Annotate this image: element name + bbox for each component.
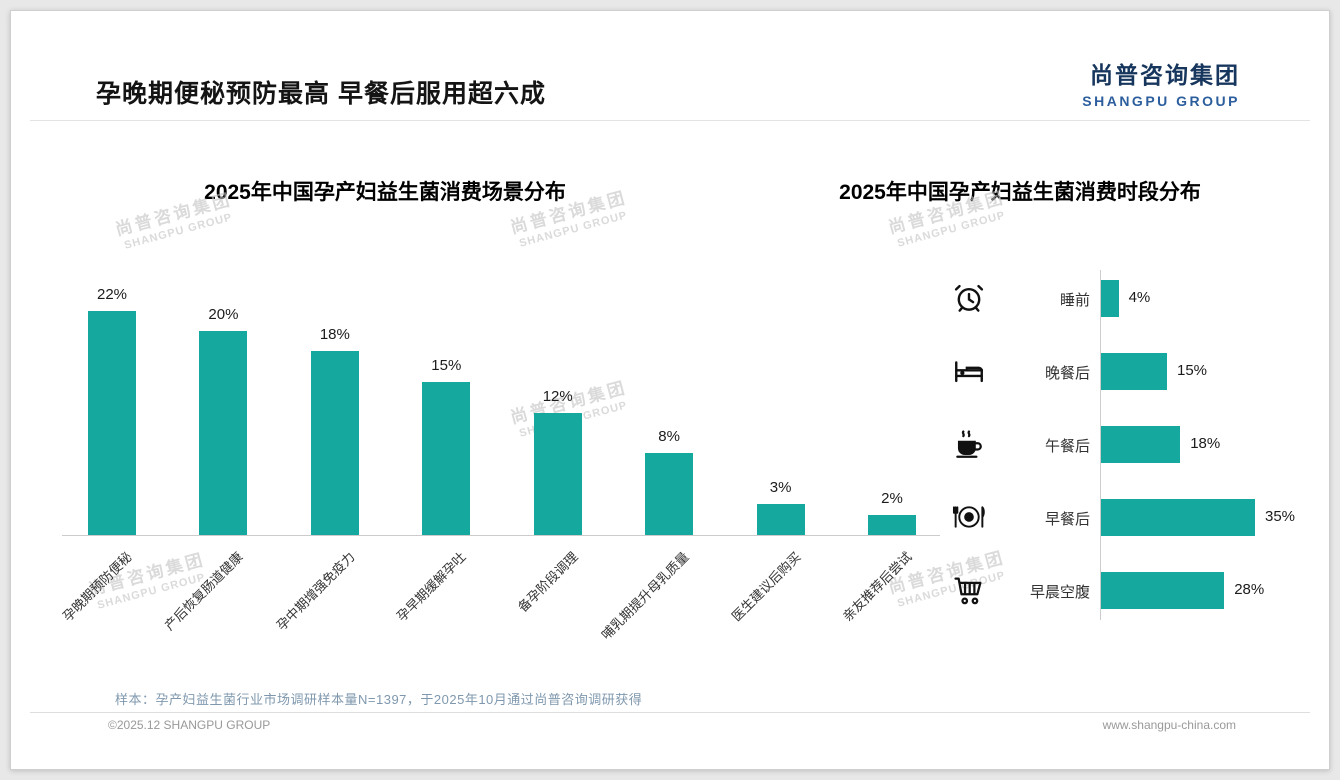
shopping-cart-icon: [952, 573, 986, 607]
scenario-bar-value: 18%: [319, 326, 350, 344]
time-label: 早晨空腹: [1029, 584, 1090, 601]
scenario-bar: [533, 412, 582, 535]
website-text: www.shangpu-china.com: [1102, 718, 1236, 732]
time-bar-value: 18%: [1190, 435, 1221, 452]
scenario-bar: [310, 351, 359, 535]
scenario-chart-baseline: [62, 535, 940, 536]
time-label: 睡前: [1059, 292, 1090, 309]
scenario-bar-value: 22%: [96, 285, 128, 303]
scenario-bar: [88, 310, 136, 535]
footer-divider: [30, 712, 1310, 713]
time-label: 早餐后: [1044, 511, 1090, 528]
time-bar-value: 15%: [1177, 362, 1208, 379]
time-bar: [1101, 498, 1255, 536]
company-logo: 尚普咨询集团 SHANGPU GROUP: [1082, 56, 1240, 109]
scenario-bar-value: 20%: [208, 306, 239, 323]
scenario-bar: [199, 331, 248, 535]
scenario-bar: [422, 382, 471, 535]
header-divider: [30, 120, 1310, 121]
scenario-bar: [756, 504, 805, 535]
logo-chinese-text: 尚普咨询集团: [1090, 62, 1240, 88]
logo-english-text: SHANGPU GROUP: [1082, 93, 1240, 109]
time-label: 晚餐后: [1044, 365, 1090, 382]
page-title: 孕晚期便秘预防最高 早餐后服用超六成: [96, 80, 546, 108]
scenario-bar: [645, 453, 694, 535]
time-chart-title: 2025年中国孕产妇益生菌消费时段分布: [839, 181, 1201, 204]
time-bar-value: 35%: [1265, 508, 1296, 525]
time-bar: [1101, 279, 1119, 317]
time-label: 午餐后: [1044, 438, 1090, 455]
dining-plate-icon: [952, 500, 986, 534]
time-bar: [1101, 571, 1225, 609]
scenario-bar-value: 12%: [542, 387, 573, 405]
scenario-bar-value: 3%: [769, 479, 792, 497]
scenario-chart-title: 2025年中国孕产妇益生菌消费场景分布: [204, 181, 566, 204]
scenario-bar-value: 15%: [431, 357, 462, 374]
scenario-bar: [868, 514, 916, 535]
time-chart-axis: [1100, 270, 1101, 620]
coffee-cup-icon: [952, 427, 986, 461]
scenario-bar-value: 2%: [881, 489, 903, 507]
sample-note: 样本：孕产妇益生菌行业市场调研样本量N=1397，于2025年10月通过尚普咨询…: [115, 692, 643, 707]
bed-icon: [952, 354, 986, 388]
time-bar: [1101, 425, 1181, 463]
time-bar-value: 4%: [1128, 289, 1151, 306]
time-bar: [1101, 352, 1167, 390]
scenario-bar-value: 8%: [658, 428, 680, 446]
alarm-clock-icon: [952, 281, 986, 315]
time-bar-value: 28%: [1234, 581, 1265, 598]
copyright-text: ©2025.12 SHANGPU GROUP: [108, 718, 271, 732]
